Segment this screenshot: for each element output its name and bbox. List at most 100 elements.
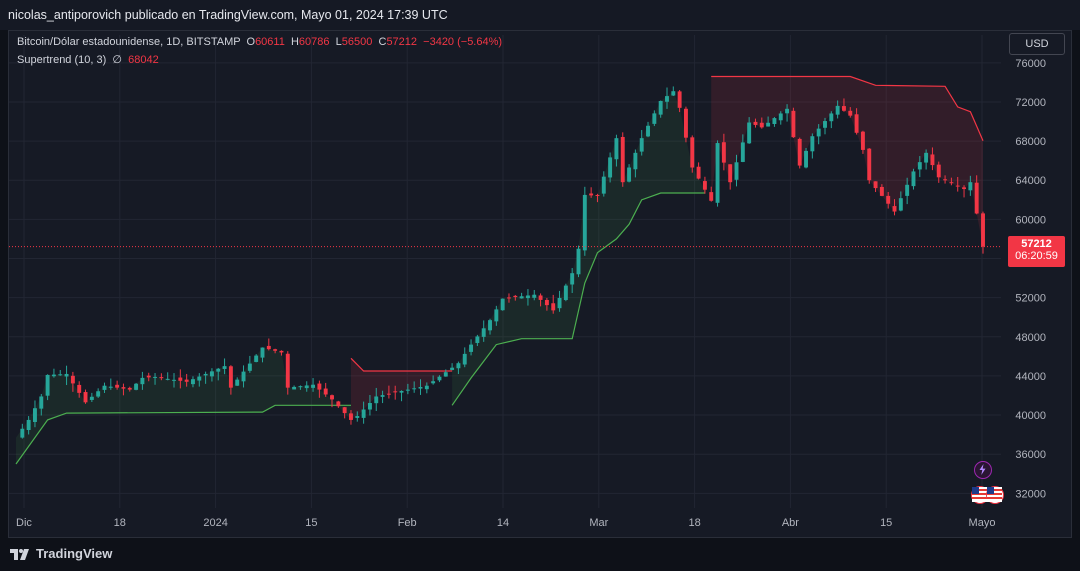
candle-body	[810, 136, 815, 152]
supertrend-line-up	[451, 192, 705, 406]
candle-body	[696, 166, 701, 179]
y-tick-label: 52000	[1015, 293, 1046, 305]
candle-body	[254, 355, 259, 362]
attribution-text: nicolas_antiporovich publicado en Tradin…	[8, 8, 448, 22]
candle-body	[462, 353, 467, 365]
us-flag-event-icon[interactable]	[971, 486, 989, 504]
candle-body	[639, 138, 644, 152]
x-tick-label: 14	[497, 517, 509, 529]
candle-body	[532, 294, 537, 298]
us-flag-event-icon-2[interactable]	[986, 486, 1004, 504]
candle-body	[589, 193, 594, 196]
chart-panel[interactable]	[8, 30, 1072, 538]
candle-body	[342, 407, 347, 414]
candle-body	[20, 428, 25, 438]
grid-lines	[9, 35, 1001, 508]
candle-body	[823, 121, 827, 128]
bar-countdown: 06:20:59	[1015, 250, 1058, 262]
candle-body	[494, 309, 499, 322]
candle-body	[816, 128, 821, 137]
tradingview-logo[interactable]: TradingView	[10, 546, 112, 561]
candle-body	[766, 122, 771, 127]
candle-body	[367, 402, 372, 410]
indicator-name: Supertrend (10, 3)	[17, 54, 107, 66]
candle-body	[399, 390, 404, 393]
candle-body	[924, 152, 929, 163]
candle-body	[424, 385, 429, 390]
x-axis[interactable]: Dic 18 2024 15 Feb 14 Mar 18 Abr 15 Mayo	[16, 517, 995, 529]
candle-body	[58, 374, 63, 376]
indicator-legend[interactable]: Supertrend (10, 3) ∅ 68042	[17, 53, 159, 66]
candle-body	[772, 118, 777, 125]
supertrend-line-down	[711, 75, 984, 141]
candle-body	[981, 213, 985, 247]
candle-body	[311, 384, 316, 388]
candle-body	[317, 383, 322, 390]
candle-body	[671, 91, 676, 96]
last-price-tag: 57212 06:20:59	[1008, 236, 1065, 267]
y-axis[interactable]: 7600072000680006400060000560005200048000…	[1015, 58, 1046, 500]
candle-body	[355, 416, 360, 418]
open-label: O	[246, 36, 256, 48]
candle-body	[892, 206, 897, 212]
candle-body	[791, 110, 796, 138]
candle-body	[608, 157, 613, 178]
lightning-event-icon[interactable]	[974, 461, 992, 479]
candle-body	[677, 91, 682, 108]
candle-body	[740, 142, 745, 162]
candle-body	[235, 379, 240, 386]
y-tick-label: 72000	[1015, 97, 1046, 109]
candle-body	[488, 320, 492, 331]
candle-body	[848, 110, 853, 116]
candle-body	[33, 408, 37, 423]
y-tick-label: 44000	[1015, 371, 1046, 383]
currency-button[interactable]: USD	[1009, 33, 1065, 55]
x-tick-label: Dic	[16, 517, 32, 529]
candle-body	[778, 113, 783, 121]
y-tick-label: 36000	[1015, 449, 1046, 461]
candle-body	[627, 167, 632, 182]
supertrend-fill	[16, 76, 983, 464]
candle-body	[292, 386, 297, 390]
candle-body	[930, 154, 935, 166]
candle-body	[544, 299, 549, 306]
y-tick-label: 68000	[1015, 136, 1046, 148]
low-value: 56500	[341, 36, 373, 48]
candle-body	[386, 393, 391, 395]
candle-body	[450, 367, 455, 370]
candle-body	[658, 100, 663, 115]
candle-body	[614, 138, 619, 160]
high-value: 60786	[298, 36, 330, 48]
candle-body	[500, 298, 505, 311]
candle-body	[747, 122, 752, 144]
candle-body	[829, 113, 834, 122]
candle-body	[943, 179, 948, 181]
candle-body	[620, 136, 625, 183]
candle-body	[330, 395, 334, 400]
candle-body	[525, 295, 530, 299]
candle-body	[962, 187, 966, 190]
y-tick-label: 40000	[1015, 410, 1046, 422]
candle-body	[115, 384, 120, 388]
candle-body	[936, 164, 941, 178]
candle-body	[873, 181, 878, 189]
candles	[20, 86, 985, 439]
candle-body	[412, 388, 417, 390]
candle-body	[854, 114, 859, 133]
candle-body	[879, 186, 884, 196]
candle-body	[797, 138, 802, 166]
candle-body	[841, 106, 846, 111]
open-value: 60611	[255, 36, 285, 48]
supertrend-line-down	[350, 357, 453, 372]
x-tick-label: 2024	[203, 517, 227, 529]
supertrend-line-up	[15, 404, 351, 465]
candle-body	[374, 396, 379, 404]
candle-body	[222, 366, 227, 369]
candle-body	[266, 345, 271, 350]
candle-body	[304, 385, 309, 389]
candle-body	[753, 121, 758, 125]
candle-body	[26, 419, 31, 431]
tradingview-logo-text: TradingView	[36, 546, 113, 561]
candle-body	[209, 371, 214, 377]
